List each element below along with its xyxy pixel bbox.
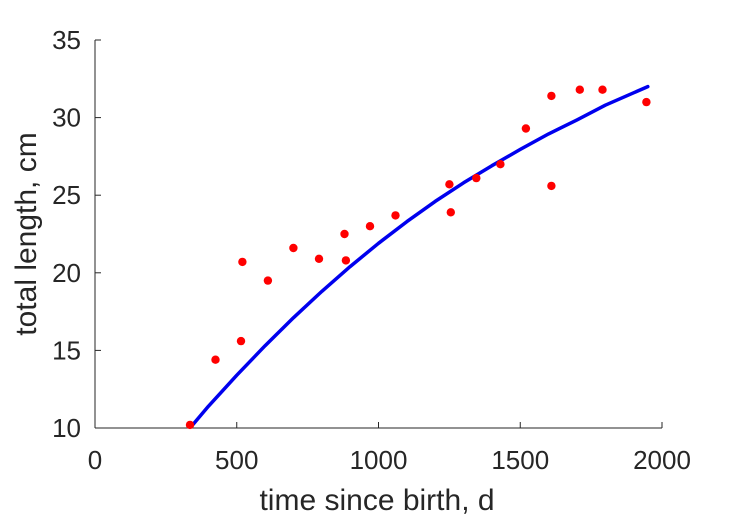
data-point <box>575 85 584 94</box>
data-point <box>238 257 247 267</box>
data-point <box>445 180 454 189</box>
x-tick-label: 1000 <box>350 445 408 475</box>
data-point <box>472 173 481 183</box>
data-point <box>598 85 607 94</box>
data-point <box>211 355 220 364</box>
plot-marks <box>185 84 651 430</box>
y-tick-label: 35 <box>52 25 81 55</box>
data-point <box>341 256 351 265</box>
data-point <box>185 420 195 430</box>
x-tick-label: 0 <box>88 445 102 475</box>
data-point <box>289 243 298 253</box>
y-tick-label: 30 <box>52 103 81 133</box>
y-tick-label: 15 <box>52 335 81 365</box>
data-point <box>340 229 349 239</box>
data-point <box>391 211 400 220</box>
data-point <box>446 208 455 217</box>
data-point <box>236 336 246 346</box>
data-point <box>521 124 531 133</box>
data-point <box>547 181 556 191</box>
data-point <box>263 276 273 285</box>
x-tick-label: 500 <box>215 445 258 475</box>
data-point <box>642 97 651 107</box>
x-tick-label: 2000 <box>633 445 691 475</box>
data-point <box>547 91 556 101</box>
y-axis-label: total length, cm <box>10 132 43 335</box>
data-point <box>365 222 375 231</box>
axes: 0 500 1000 1500 2000 10 15 20 25 30 35 <box>52 25 691 475</box>
data-point <box>496 160 505 169</box>
data-point <box>314 254 324 263</box>
y-tick-label: 10 <box>52 413 81 443</box>
y-tick-label: 25 <box>52 180 81 210</box>
y-tick-label: 20 <box>52 258 81 288</box>
x-tick-label: 1500 <box>491 445 549 475</box>
fit-curve <box>189 84 650 429</box>
x-axis-label: time since birth, d <box>259 484 494 517</box>
